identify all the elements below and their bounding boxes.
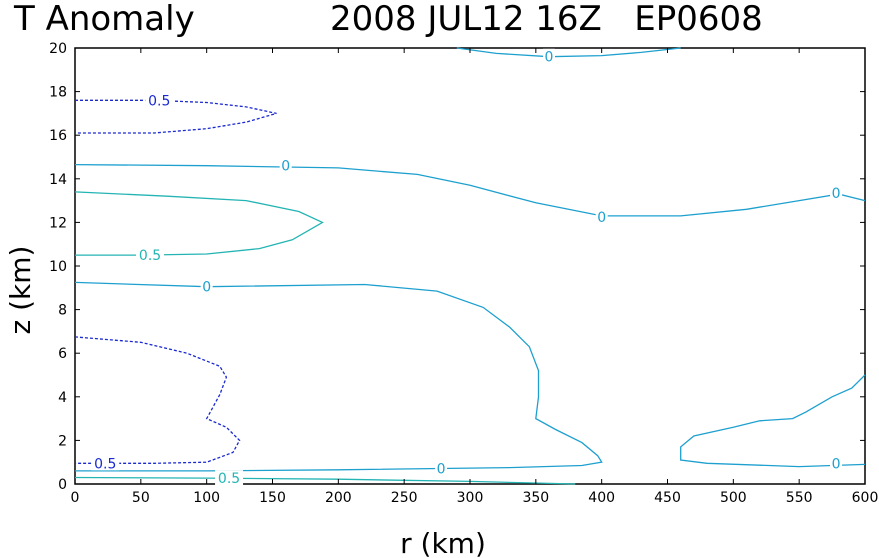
contour-label: 0.5 [218, 471, 240, 487]
contour-label: 0 [832, 186, 841, 202]
y-tick-label: 16 [49, 128, 67, 144]
contour-c-pos-12 [74, 191, 324, 256]
x-tick-label: 150 [259, 490, 286, 506]
contour-label-bg [215, 470, 244, 486]
contour-label: 0 [597, 210, 606, 226]
x-tick-label: 500 [720, 490, 747, 506]
contour-label: 0 [281, 159, 290, 175]
x-tick-label: 400 [588, 490, 615, 506]
y-tick-label: 14 [49, 172, 67, 188]
contour-c-zero-14 [74, 163, 866, 217]
contour-c-zero-top [456, 47, 681, 58]
x-tick-label: 100 [193, 490, 220, 506]
y-tick-label: 2 [58, 433, 67, 449]
y-tick-label: 6 [58, 346, 67, 362]
contour-c-neg-top [75, 99, 277, 134]
y-tick-label: 8 [58, 303, 67, 319]
y-axis: 0 2 4 6 8 10 12 14 16 18 20 [49, 41, 865, 493]
contour-label: 0 [545, 50, 554, 66]
y-tick-label: 20 [49, 41, 67, 57]
contour-label-bg [595, 208, 608, 224]
contour-label-bg [136, 247, 165, 263]
x-tick-label: 600 [852, 490, 879, 506]
contour-label-layer: 0.5 0 0 0 0 0.5 0 0.5 0 0 0.5 [91, 48, 843, 487]
contour-label-bg [145, 92, 174, 108]
x-tick-label: 50 [132, 490, 150, 506]
y-tick-label: 18 [49, 85, 67, 101]
chart-title-right: 2008 JUL12 16Z EP0608 [330, 0, 763, 39]
x-tick-label: 300 [457, 490, 484, 506]
x-tick-label: 200 [325, 490, 352, 506]
contour-label-bg [435, 460, 448, 476]
contour-label-bg [279, 157, 292, 173]
x-axis-label: r (km) [400, 527, 486, 558]
contour-label: 0.5 [94, 456, 116, 472]
contour-label-bg [543, 48, 555, 64]
contour-label: 0.5 [148, 93, 170, 109]
contour-layer [74, 47, 866, 485]
contour-c-zero-right [680, 374, 866, 468]
x-axis: 0 50 100 150 200 250 300 350 400 450 500 550 600 [71, 48, 879, 506]
contour-c-neg-low [74, 336, 241, 464]
y-tick-label: 12 [49, 215, 67, 231]
contour-label: 0.5 [139, 248, 161, 264]
x-tick-label: 450 [654, 490, 681, 506]
y-tick-label: 0 [58, 477, 67, 493]
x-tick-label: 350 [522, 490, 549, 506]
contour-c-zero-9 [74, 281, 603, 472]
y-tick-label: 4 [58, 390, 67, 406]
contour-label: 0 [437, 462, 446, 478]
x-tick-label: 0 [71, 490, 80, 506]
contour-label: 0 [202, 280, 211, 296]
y-axis-label: z (km) [4, 246, 37, 335]
y-tick-label: 10 [49, 259, 67, 275]
chart-title-left: T Anomaly [13, 0, 195, 39]
contour-label-bg [830, 184, 843, 200]
x-tick-label: 550 [786, 490, 813, 506]
contour-label-bg [200, 278, 213, 294]
contour-label: 0 [832, 456, 841, 472]
plot-frame [74, 47, 866, 485]
contour-label-bg [830, 455, 843, 471]
contour-label-bg [91, 455, 120, 471]
contour-c-pos-low [74, 476, 576, 485]
x-tick-label: 250 [391, 490, 418, 506]
